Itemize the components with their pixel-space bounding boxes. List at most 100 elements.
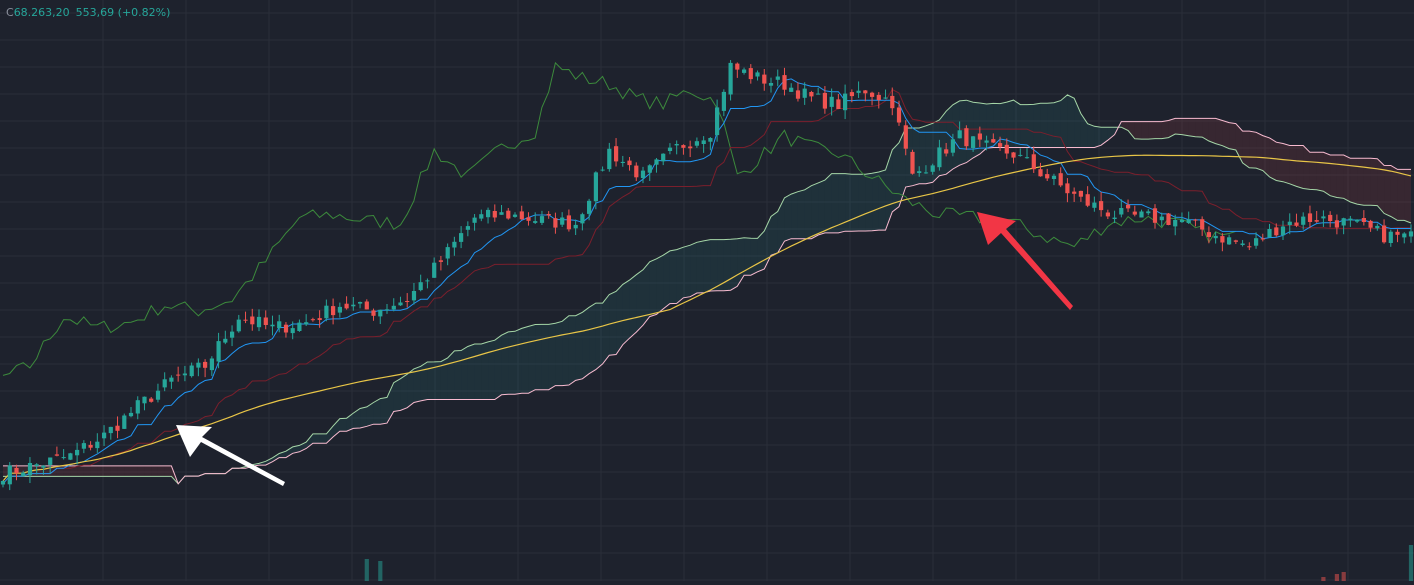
candle-up	[95, 441, 100, 449]
cloud-segment-bullish	[750, 238, 758, 276]
cloud-segment-bullish	[272, 453, 280, 462]
candle-down	[614, 146, 619, 162]
candle-up	[445, 247, 450, 259]
cloud-segment-bullish	[757, 231, 765, 272]
candle-down	[1065, 183, 1070, 194]
cloud-segment-bearish	[1283, 143, 1290, 184]
cloud-segment-bullish	[562, 315, 569, 386]
cloud-segment-bullish	[393, 378, 401, 412]
candle-down	[371, 310, 376, 316]
cloud-segment-bullish	[797, 189, 805, 239]
candle-up	[573, 224, 578, 229]
cloud-segment-bullish	[353, 408, 361, 429]
cloud-segment-bearish	[1323, 152, 1331, 196]
cloud-segment-bearish	[1188, 118, 1196, 137]
indicator-lines	[2, 61, 1412, 485]
candle-down	[1058, 173, 1063, 186]
cloud-segment-bullish	[413, 366, 421, 403]
cloud-segment-bullish	[555, 321, 563, 386]
cloud-segment-bearish	[1175, 118, 1182, 135]
leading-span-b-line	[3, 117, 1411, 485]
candle-up	[398, 302, 403, 306]
candle-down	[149, 398, 154, 402]
cloud-segment-bearish	[1316, 152, 1324, 192]
candle-up	[209, 358, 214, 371]
cloud-segment-bearish	[1377, 158, 1385, 214]
cloud-segment-bearish	[1269, 137, 1277, 181]
candle-down	[88, 444, 93, 448]
candle-up	[391, 305, 396, 310]
candle-up	[223, 338, 228, 343]
candle-up	[277, 321, 282, 329]
cloud-segment-bullish	[387, 382, 394, 424]
cloud-segment-bullish	[568, 315, 576, 386]
candle-down	[566, 215, 571, 230]
candle-down	[876, 94, 881, 100]
cloud-segment-bullish	[1060, 94, 1068, 148]
cloud-segment-bullish	[420, 361, 428, 401]
cloud-segment-bullish	[366, 402, 374, 427]
cloud-segment-bullish	[515, 328, 522, 395]
cloud-segment-bullish	[1020, 104, 1027, 148]
candle-up	[128, 412, 134, 417]
cloud-segment-bullish	[791, 191, 798, 239]
candle-up	[620, 161, 625, 163]
candle-up	[216, 341, 221, 362]
cloud-segment-bearish	[1128, 121, 1135, 139]
cloud-segment-bullish	[575, 312, 583, 381]
candle-up	[1355, 219, 1360, 222]
cloud-segment-bullish	[764, 216, 771, 270]
cloud-segment-bullish	[1067, 94, 1075, 148]
candle-down	[991, 139, 996, 143]
cloud-segment-bullish	[1087, 123, 1095, 148]
candle-down	[890, 95, 895, 109]
candle-down	[1260, 238, 1265, 240]
cloud-segment-bullish	[501, 331, 509, 395]
cloud-segment-bullish	[845, 173, 852, 232]
candle-down	[795, 90, 801, 99]
candle-up	[425, 280, 430, 282]
cloud-segment-bullish	[339, 418, 347, 432]
candle-up	[512, 214, 518, 217]
candle-down	[1132, 211, 1137, 215]
candle-up	[1112, 217, 1117, 219]
candle-down	[438, 260, 443, 262]
candle-up	[27, 463, 33, 476]
cloud-segment-bullish	[1101, 127, 1108, 146]
candle-up	[41, 465, 46, 468]
volume-bar	[1334, 574, 1339, 581]
candle-up	[721, 91, 726, 111]
candle-up	[452, 241, 457, 248]
candle-down	[364, 301, 369, 310]
cloud-segment-bearish	[1296, 145, 1304, 189]
candle-down	[1395, 231, 1400, 235]
candle-up	[1240, 243, 1245, 245]
candle-down	[735, 63, 740, 70]
candle-down	[896, 107, 902, 123]
candle-down	[944, 149, 949, 154]
candle-down	[54, 454, 59, 456]
candle-up	[189, 365, 194, 377]
candle-up	[856, 90, 861, 93]
cloud-segment-bullish	[1094, 126, 1102, 148]
candle-up	[593, 172, 598, 202]
cloud-segment-bearish	[137, 465, 145, 477]
candle-up	[499, 212, 504, 215]
candle-up	[923, 172, 929, 174]
candle-down	[331, 306, 336, 316]
candle-down	[546, 214, 551, 216]
candle-up	[1092, 202, 1097, 208]
candle-down	[1166, 213, 1171, 225]
candle-up	[1402, 233, 1407, 238]
candle-up	[1287, 221, 1292, 226]
cloud-segment-bearish	[1343, 155, 1351, 203]
candle-up	[1321, 216, 1326, 219]
candle-down	[1152, 208, 1158, 223]
cloud-segment-bullish	[548, 323, 556, 390]
candle-up	[1213, 235, 1218, 239]
candle-up	[304, 322, 309, 325]
candle-up	[135, 400, 140, 414]
cloud-segment-bullish	[851, 174, 859, 232]
